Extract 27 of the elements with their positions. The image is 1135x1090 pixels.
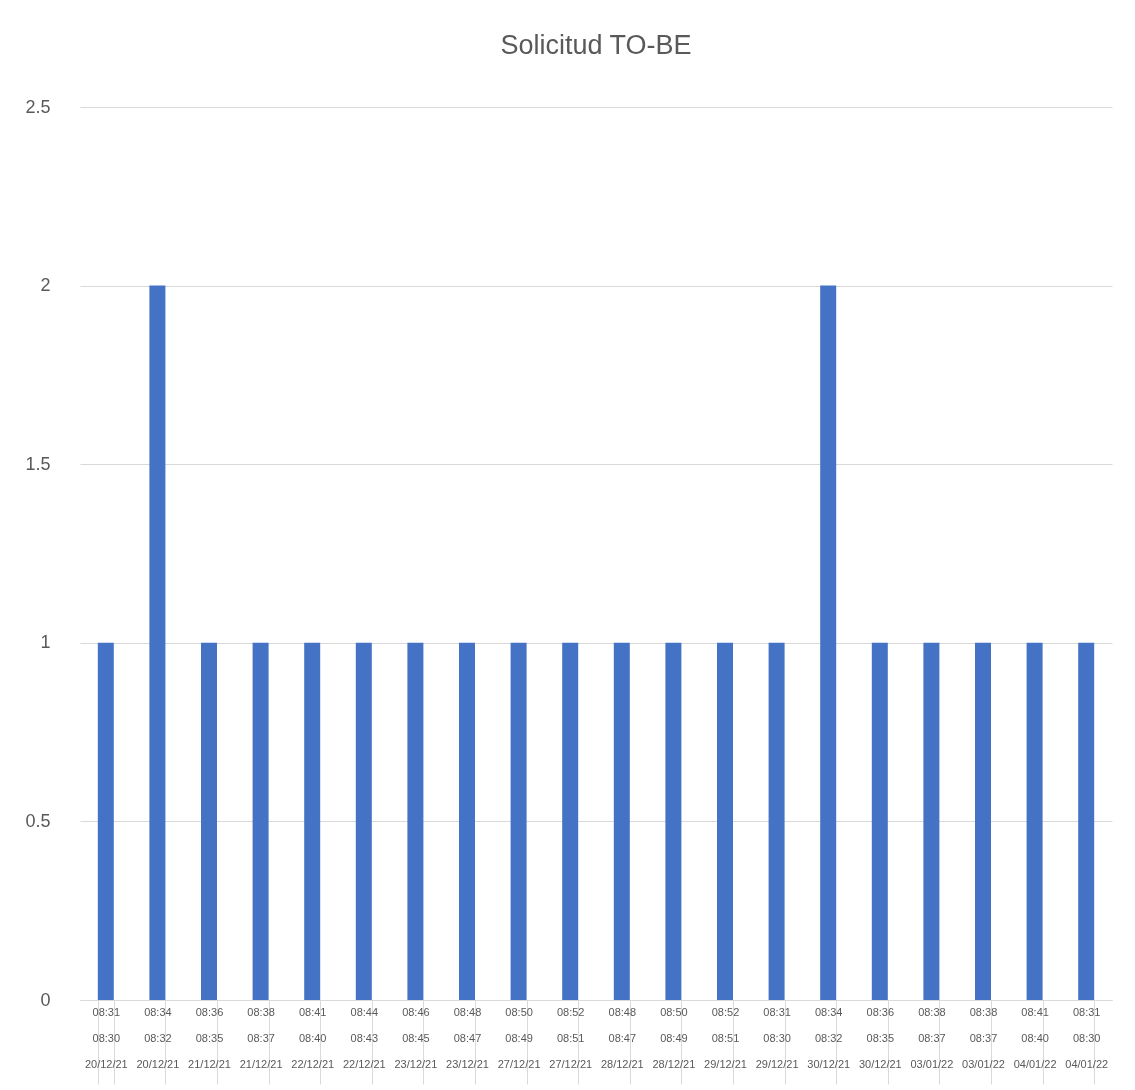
category-label: 08:38 08:37 03/01/22: [962, 1005, 1005, 1070]
category-label: 08:41 08:40 04/01/22: [1013, 1005, 1057, 1070]
y-tick-label: 0: [40, 989, 51, 1010]
y-tick-label: 2: [40, 275, 51, 296]
category-label: 08:46 08:45 23/12/21: [394, 1005, 438, 1070]
y-tick-label: 1.5: [25, 453, 51, 474]
category-label: 08:31 08:30 04/01/22: [1065, 1005, 1109, 1070]
category-label: 08:52 08:51 29/12/21: [704, 1005, 747, 1070]
category-label: 08:38 08:37 03/01/22: [910, 1005, 954, 1070]
category-label: 08:50 08:49 27/12/21: [497, 1005, 541, 1070]
category-label: 08:31 08:30 20/12/21: [84, 1005, 128, 1070]
chart-title: Solicitud TO-BE: [500, 30, 692, 60]
category-label: 08:38 08:37 21/12/21: [239, 1005, 283, 1070]
category-label: 08:41 08:40 22/12/21: [291, 1005, 335, 1070]
category-label: 08:48 08:47 28/12/21: [600, 1005, 644, 1070]
category-label: 08:44 08:43 22/12/21: [342, 1005, 386, 1070]
category-label: 08:34 08:32 20/12/21: [136, 1005, 180, 1070]
category-label: 08:36 08:35 21/12/21: [188, 1005, 231, 1070]
category-label: 08:50 08:49 28/12/21: [652, 1005, 696, 1070]
category-label: 08:34 08:32 30/12/21: [807, 1005, 851, 1070]
category-label: 08:52 08:51 27/12/21: [549, 1005, 593, 1070]
y-tick-label: 0.5: [25, 810, 51, 831]
category-label: 08:36 08:35 30/12/21: [858, 1005, 902, 1070]
category-label: 08:31 08:30 29/12/21: [755, 1005, 799, 1070]
y-tick-label: 2.5: [25, 96, 51, 117]
category-label: 08:48 08:47 23/12/21: [446, 1005, 489, 1070]
y-tick-label: 1: [40, 632, 51, 653]
